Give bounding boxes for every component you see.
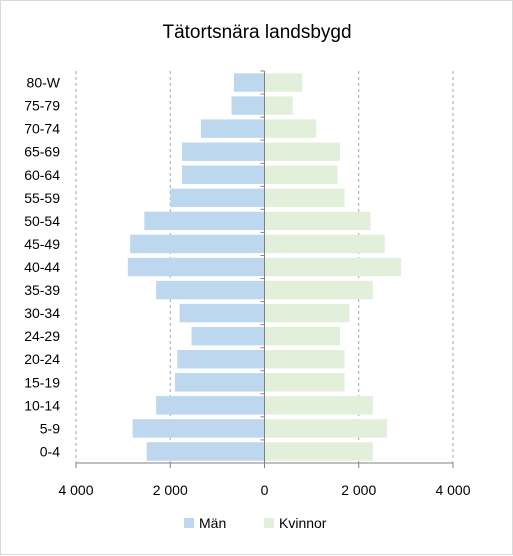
bar (264, 326, 340, 346)
bar (146, 442, 265, 461)
bar (264, 350, 345, 369)
legend: Män Kvinnor (184, 515, 327, 531)
legend-swatch (184, 518, 194, 528)
bar (264, 396, 373, 415)
bar (264, 96, 293, 115)
category-label: 15-19 (24, 374, 60, 390)
tick-label: 2 000 (341, 482, 376, 498)
category-label: 20-24 (24, 351, 60, 367)
category-label: 80-W (27, 75, 61, 91)
bar (264, 442, 373, 461)
bar (182, 142, 265, 161)
bar (264, 419, 388, 438)
category-label: 0-4 (40, 443, 60, 459)
tick-label: 4 000 (58, 482, 93, 498)
bar (156, 280, 265, 300)
legend-label: Kvinnor (279, 515, 327, 531)
legend-label: Män (199, 515, 226, 531)
bars (127, 73, 402, 461)
bar (264, 165, 338, 184)
bar (132, 419, 265, 438)
bar (179, 303, 265, 323)
bar (233, 73, 265, 92)
bar (170, 188, 265, 208)
category-labels: 0-4 5-9 10-14 15-19 20-24 24-29 30-34 35-39 40-4… (24, 75, 61, 460)
category-label: 10-14 (24, 397, 60, 413)
bar (264, 188, 345, 208)
category-label: 65-69 (24, 144, 60, 160)
bar (264, 234, 385, 254)
tick-label: 4 000 (435, 482, 470, 498)
category-label: 50-54 (24, 213, 60, 229)
bar (264, 303, 350, 323)
bar (127, 257, 265, 277)
tick-label: 0 (261, 482, 269, 498)
category-label: 5-9 (40, 420, 60, 436)
tick-labels: 4 000 2 000 0 2 000 4 000 (58, 482, 470, 498)
category-label: 60-64 (24, 167, 60, 183)
axis (75, 70, 454, 468)
legend-swatch (264, 518, 274, 528)
category-label: 35-39 (24, 282, 60, 298)
bar (264, 280, 373, 300)
chart-title: Tätortsnära landsbygd (162, 22, 351, 43)
bar (231, 96, 265, 115)
bar (264, 373, 345, 392)
bar (130, 234, 265, 254)
tick-label: 2 000 (153, 482, 188, 498)
bar (174, 373, 265, 392)
category-label: 30-34 (24, 305, 60, 321)
bar (264, 211, 371, 231)
bar (191, 326, 265, 346)
category-label: 75-79 (24, 98, 60, 114)
category-label: 45-49 (24, 236, 60, 252)
bar (200, 119, 265, 138)
bar (177, 350, 265, 369)
category-label: 55-59 (24, 190, 60, 206)
bar (264, 73, 303, 92)
category-label: 40-44 (24, 259, 60, 275)
bar (144, 211, 265, 231)
bar (156, 396, 265, 415)
category-label: 70-74 (24, 121, 60, 137)
bar (264, 142, 340, 161)
bar (264, 257, 402, 277)
bar (264, 119, 317, 138)
category-label: 24-29 (24, 328, 60, 344)
bar (182, 165, 265, 184)
